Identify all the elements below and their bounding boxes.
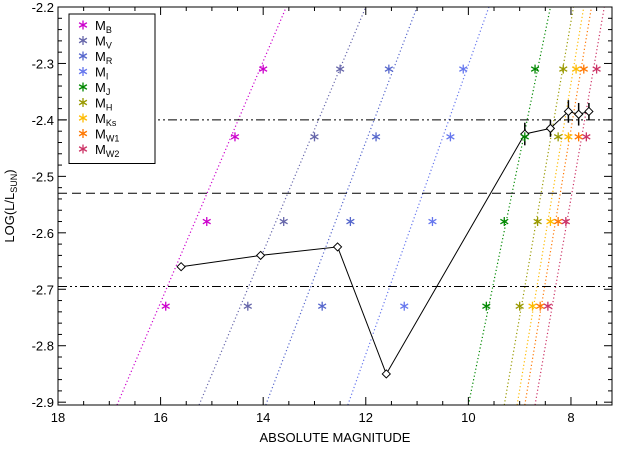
magnitude-markers (161, 64, 601, 311)
marker-v (335, 64, 345, 74)
marker-ks (528, 301, 537, 311)
marker-i (459, 64, 468, 74)
axis-ticks: 18 16 14 12 10 8 -2.9 -2.8 -2.7 -2.6 -2.5 -2.4 -2.3 -… (32, 0, 612, 425)
marker-b (161, 301, 170, 311)
legend-marker-ks (78, 113, 88, 123)
marker-w2 (543, 301, 553, 311)
marker-r (346, 217, 355, 227)
measured-point (381, 369, 392, 379)
marker-j (482, 301, 491, 311)
measured-point (332, 242, 343, 252)
legend-label-i: MI (95, 65, 108, 82)
marker-h (559, 64, 568, 74)
measured-series (176, 100, 594, 379)
legend-marker-r (78, 51, 88, 61)
model-line-w1 (524, 7, 593, 405)
legend-label-j: MJ (95, 80, 110, 97)
legend-marker-h (78, 98, 88, 107)
y-tick-label: -2.2 (32, 0, 54, 15)
model-line-w2 (534, 7, 605, 405)
measured-point (584, 106, 594, 117)
measured-point (255, 250, 266, 261)
plot-frame (57, 6, 613, 406)
x-tick-label: 14 (256, 410, 270, 425)
legend-marker-w1 (78, 129, 88, 138)
y-tick-label: -2.6 (32, 226, 54, 241)
marker-b (258, 64, 268, 74)
measured-point (563, 106, 574, 117)
x-tick-label: 12 (359, 410, 373, 425)
legend-marker-j (78, 82, 88, 92)
legend-marker-v (78, 36, 88, 45)
x-tick-label: 10 (461, 410, 475, 425)
marker-w1 (574, 132, 583, 142)
model-line-r (265, 7, 418, 405)
marker-v (310, 132, 319, 142)
marker-h (515, 301, 524, 311)
y-tick-label: -2.7 (32, 282, 54, 297)
x-tick-label: 8 (567, 410, 574, 425)
marker-w2 (592, 64, 601, 74)
marker-r (317, 301, 327, 311)
measured-point (176, 261, 186, 272)
marker-h (533, 217, 542, 227)
marker-b (230, 132, 240, 142)
marker-v (279, 217, 288, 227)
marker-r (384, 64, 394, 74)
marker-b (202, 217, 211, 227)
legend-marker-w2 (78, 144, 88, 154)
x-tick-label: 16 (153, 410, 167, 425)
marker-j (530, 64, 540, 74)
legend-label-r: MR (95, 49, 113, 66)
marker-w1 (579, 64, 589, 74)
y-tick-label: -2.4 (32, 113, 54, 128)
measured-point (545, 123, 556, 134)
y-tick-label: -2.9 (32, 395, 54, 410)
y-axis-label: LOG(L/LSUN) (2, 169, 19, 242)
legend-marker-i (78, 67, 88, 76)
model-line-h (503, 7, 575, 405)
legend-label-v: MV (95, 34, 112, 51)
model-line-b (116, 7, 287, 405)
x-tick-label: 18 (51, 410, 65, 425)
legend-label-w2: MW2 (95, 142, 119, 159)
marker-ks (564, 132, 573, 142)
marker-r (371, 132, 381, 142)
legend-marker-b (78, 20, 88, 30)
model-line-i (347, 7, 490, 405)
legend-label-ks: MKs (95, 111, 117, 128)
legend-label-b: MB (95, 18, 112, 35)
marker-ks (571, 64, 581, 74)
marker-j (500, 217, 509, 227)
marker-i (446, 132, 455, 142)
measured-line (181, 110, 590, 376)
marker-h (553, 132, 563, 142)
model-line-j (467, 7, 552, 405)
marker-i (400, 301, 409, 311)
x-axis-label: ABSOLUTE MAGNITUDE (260, 430, 411, 445)
measured-point (573, 109, 584, 119)
marker-j (520, 132, 530, 142)
legend-label-h: MH (95, 96, 112, 113)
legend-label-w1: MW1 (95, 127, 119, 144)
chart-lines (116, 7, 605, 405)
model-line-ks (516, 7, 585, 405)
y-tick-label: -2.5 (32, 169, 54, 184)
marker-i (428, 217, 437, 227)
marker-w1 (553, 217, 563, 227)
marker-w2 (561, 217, 571, 227)
marker-w2 (582, 132, 591, 142)
y-tick-label: -2.8 (32, 339, 54, 354)
marker-ks (546, 217, 555, 227)
y-tick-label: -2.3 (32, 56, 54, 71)
marker-w1 (535, 301, 545, 311)
marker-v (243, 301, 253, 311)
